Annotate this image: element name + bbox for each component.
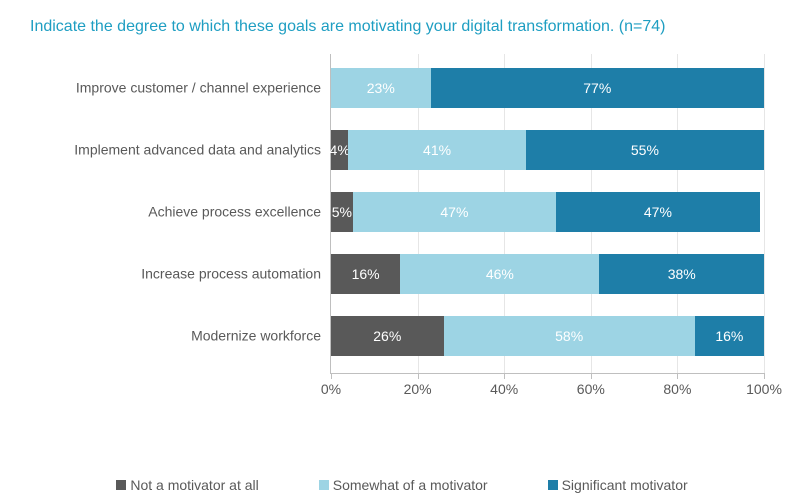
bar-segment: 47% bbox=[556, 192, 760, 232]
segment-value: 4% bbox=[330, 142, 350, 158]
bar-segment: 77% bbox=[431, 68, 764, 108]
x-tick bbox=[764, 373, 765, 379]
category-label: Improve customer / channel experience bbox=[41, 80, 331, 97]
legend-label: Significant motivator bbox=[562, 477, 688, 493]
x-axis-label: 40% bbox=[490, 381, 518, 397]
legend-swatch bbox=[548, 480, 558, 490]
category-label: Increase process automation bbox=[41, 266, 331, 283]
segment-value: 77% bbox=[583, 80, 611, 96]
category-label: Implement advanced data and analytics bbox=[41, 142, 331, 159]
bar-segment: 26% bbox=[331, 316, 444, 356]
legend-swatch bbox=[116, 480, 126, 490]
bar-segment: 55% bbox=[526, 130, 764, 170]
x-tick bbox=[677, 373, 678, 379]
bar-segment: 4% bbox=[331, 130, 348, 170]
bar-segment: 5% bbox=[331, 192, 353, 232]
bar-segment: 16% bbox=[331, 254, 400, 294]
x-tick bbox=[504, 373, 505, 379]
bar-segment: 58% bbox=[444, 316, 695, 356]
bar-segment: 41% bbox=[348, 130, 526, 170]
x-axis-label: 100% bbox=[746, 381, 782, 397]
legend-label: Not a motivator at all bbox=[130, 477, 258, 493]
x-tick bbox=[418, 373, 419, 379]
bar-segment: 16% bbox=[695, 316, 764, 356]
legend-item: Significant motivator bbox=[548, 477, 688, 493]
segment-value: 46% bbox=[486, 266, 514, 282]
x-axis-label: 60% bbox=[577, 381, 605, 397]
segment-value: 58% bbox=[555, 328, 583, 344]
x-axis-label: 80% bbox=[663, 381, 691, 397]
legend-label: Somewhat of a motivator bbox=[333, 477, 488, 493]
segment-value: 16% bbox=[715, 328, 743, 344]
bar-row: Achieve process excellence5%47%47% bbox=[331, 192, 764, 232]
x-tick bbox=[331, 373, 332, 379]
bar-segment: 47% bbox=[353, 192, 557, 232]
x-axis-label: 20% bbox=[404, 381, 432, 397]
chart-title: Indicate the degree to which these goals… bbox=[30, 18, 774, 36]
bar-segment: 23% bbox=[331, 68, 431, 108]
plot-area: 0%20%40%60%80%100%Improve customer / cha… bbox=[330, 54, 764, 374]
bar-row: Implement advanced data and analytics4%4… bbox=[331, 130, 764, 170]
bar-row: Improve customer / channel experience23%… bbox=[331, 68, 764, 108]
grid-line bbox=[764, 54, 765, 373]
x-tick bbox=[591, 373, 592, 379]
segment-value: 16% bbox=[352, 266, 380, 282]
bar-segment: 38% bbox=[599, 254, 764, 294]
legend: Not a motivator at all Somewhat of a moti… bbox=[0, 477, 804, 493]
bar-segment: 46% bbox=[400, 254, 599, 294]
segment-value: 41% bbox=[423, 142, 451, 158]
legend-item: Not a motivator at all bbox=[116, 477, 258, 493]
segment-value: 5% bbox=[332, 204, 352, 220]
segment-value: 47% bbox=[440, 204, 468, 220]
bar-row: Increase process automation16%46%38% bbox=[331, 254, 764, 294]
segment-value: 47% bbox=[644, 204, 672, 220]
segment-value: 26% bbox=[373, 328, 401, 344]
legend-item: Somewhat of a motivator bbox=[319, 477, 488, 493]
x-axis-label: 0% bbox=[321, 381, 341, 397]
segment-value: 23% bbox=[367, 80, 395, 96]
legend-swatch bbox=[319, 480, 329, 490]
segment-value: 38% bbox=[668, 266, 696, 282]
chart-area: 0%20%40%60%80%100%Improve customer / cha… bbox=[30, 54, 774, 414]
segment-value: 55% bbox=[631, 142, 659, 158]
category-label: Achieve process excellence bbox=[41, 204, 331, 221]
category-label: Modernize workforce bbox=[41, 328, 331, 345]
bar-row: Modernize workforce26%58%16% bbox=[331, 316, 764, 356]
